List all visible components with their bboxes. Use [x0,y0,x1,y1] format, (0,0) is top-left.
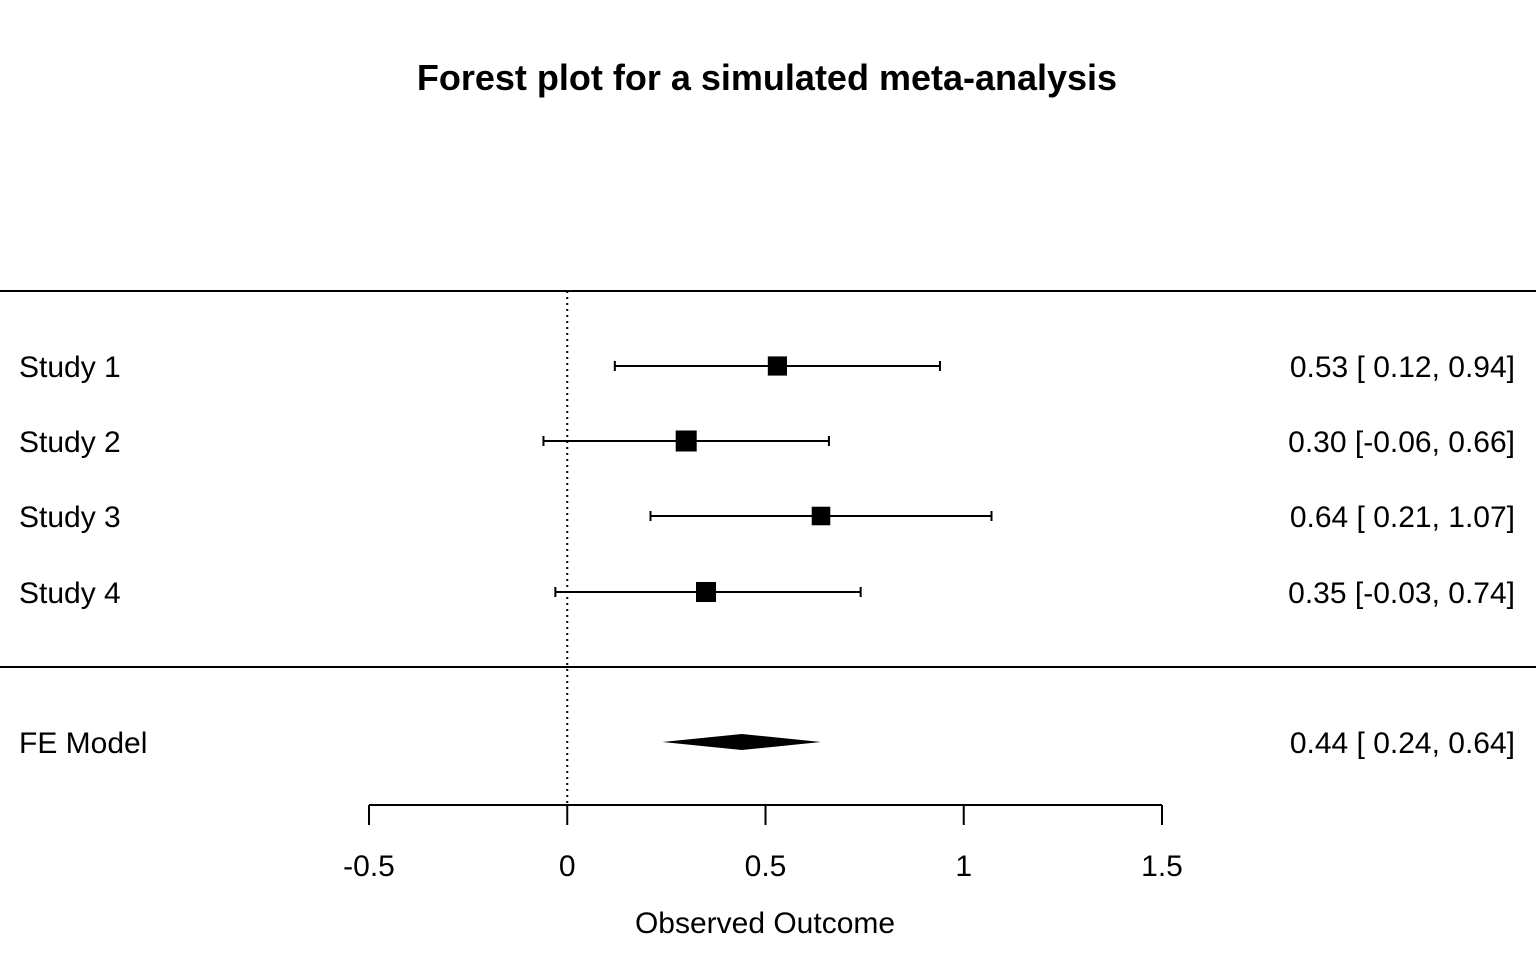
estimate-square [767,356,787,376]
x-axis-label: Observed Outcome [635,907,895,940]
plot-layer: Study 1 0.53 [ 0.12, 0.94] Study 2 0.30 [-0… [19,291,1515,883]
summary-label: FE Model [19,727,147,760]
study-estimate-text: 0.30 [-0.06, 0.66] [1288,426,1515,459]
estimate-square [696,581,717,603]
x-tick-label: 0.5 [745,850,787,883]
study-label: Study 1 [19,351,121,384]
chart-title: Forest plot for a simulated meta-analysi… [417,57,1117,98]
estimate-square [675,430,697,452]
x-tick-label: 0 [559,850,576,883]
summary-diamond [662,734,822,750]
estimate-square [811,506,831,526]
study-estimate-text: 0.64 [ 0.21, 1.07] [1290,501,1515,534]
study-estimate-text: 0.53 [ 0.12, 0.94] [1290,351,1515,384]
study-estimate-text: 0.35 [-0.03, 0.74] [1288,577,1515,610]
x-tick-label: 1 [955,850,972,883]
study-label: Study 3 [19,501,121,534]
x-tick-label: 1.5 [1141,850,1183,883]
study-label: Study 4 [19,577,121,610]
x-tick-label: -0.5 [343,850,395,883]
study-label: Study 2 [19,426,121,459]
summary-estimate-text: 0.44 [ 0.24, 0.64] [1290,727,1515,760]
